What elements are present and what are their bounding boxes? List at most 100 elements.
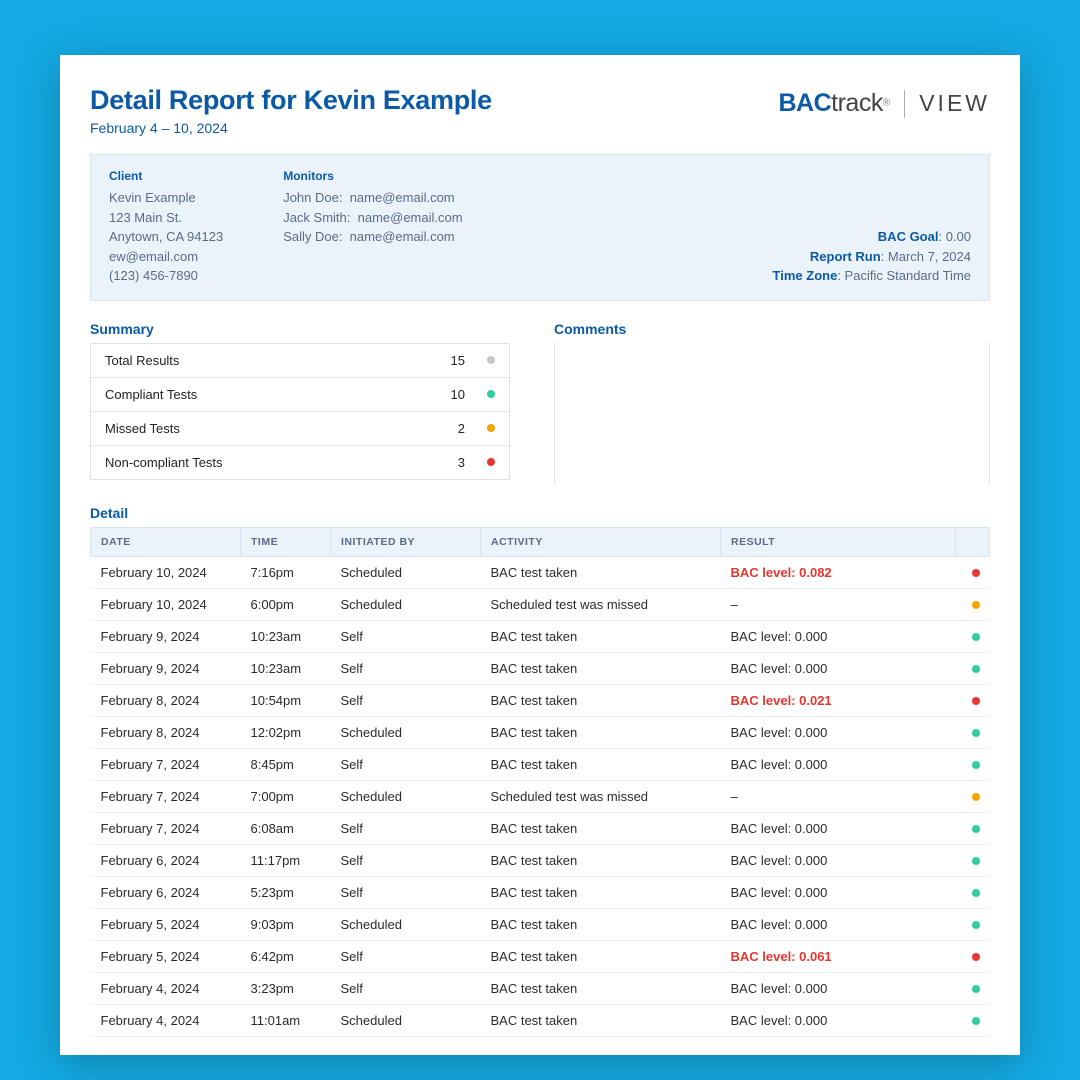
report-page: Detail Report for Kevin Example February… xyxy=(60,55,1020,1055)
detail-column-header: ACTIVITY xyxy=(481,527,721,556)
cell-time: 6:08am xyxy=(241,812,331,844)
cell-result: BAC level: 0.061 xyxy=(721,940,956,972)
client-line: (123) 456-7890 xyxy=(109,266,223,286)
status-dot-icon xyxy=(972,729,980,737)
summary-column: Summary Total Results15Compliant Tests10… xyxy=(90,321,510,483)
cell-initiated-by: Scheduled xyxy=(331,588,481,620)
table-row: February 5, 20249:03pmScheduledBAC test … xyxy=(91,908,990,940)
summary-row-label: Missed Tests xyxy=(105,421,439,436)
cell-initiated-by: Self xyxy=(331,940,481,972)
info-panel: Client Kevin Example123 Main St.Anytown,… xyxy=(90,154,990,301)
status-dot-icon xyxy=(972,633,980,641)
cell-initiated-by: Self xyxy=(331,812,481,844)
summary-row-value: 10 xyxy=(439,387,465,402)
cell-date: February 6, 2024 xyxy=(91,876,241,908)
cell-date: February 4, 2024 xyxy=(91,972,241,1004)
cell-result: BAC level: 0.082 xyxy=(721,556,956,588)
cell-status-dot xyxy=(956,908,990,940)
cell-activity: Scheduled test was missed xyxy=(481,588,721,620)
cell-status-dot xyxy=(956,620,990,652)
detail-column-header: DATE xyxy=(91,527,241,556)
cell-activity: BAC test taken xyxy=(481,876,721,908)
summary-dot-cell xyxy=(465,424,495,432)
cell-time: 6:00pm xyxy=(241,588,331,620)
info-right-line: BAC Goal: 0.00 xyxy=(773,227,971,247)
status-dot-icon xyxy=(972,697,980,705)
cell-date: February 9, 2024 xyxy=(91,652,241,684)
detail-body: February 10, 20247:16pmScheduledBAC test… xyxy=(91,556,990,1036)
cell-status-dot xyxy=(956,588,990,620)
cell-activity: BAC test taken xyxy=(481,940,721,972)
table-row: February 10, 20246:00pmScheduledSchedule… xyxy=(91,588,990,620)
table-row: February 8, 202410:54pmSelfBAC test take… xyxy=(91,684,990,716)
status-dot-icon xyxy=(487,458,495,466)
cell-result: BAC level: 0.000 xyxy=(721,1004,956,1036)
cell-result: BAC level: 0.000 xyxy=(721,620,956,652)
cell-activity: BAC test taken xyxy=(481,748,721,780)
cell-date: February 9, 2024 xyxy=(91,620,241,652)
cell-time: 3:23pm xyxy=(241,972,331,1004)
status-dot-icon xyxy=(487,390,495,398)
cell-result: BAC level: 0.000 xyxy=(721,812,956,844)
comments-box xyxy=(554,343,990,483)
detail-header-row: DATETIMEINITIATED BYACTIVITYRESULT xyxy=(91,527,990,556)
registered-icon: ® xyxy=(883,98,890,109)
comments-column: Comments xyxy=(554,321,990,483)
cell-status-dot xyxy=(956,652,990,684)
cell-time: 11:17pm xyxy=(241,844,331,876)
cell-activity: BAC test taken xyxy=(481,972,721,1004)
comments-label: Comments xyxy=(554,321,990,337)
cell-result: BAC level: 0.021 xyxy=(721,684,956,716)
brand-logo: BACtrack® VIEW xyxy=(778,89,990,118)
summary-row-value: 15 xyxy=(439,353,465,368)
summary-table: Total Results15Compliant Tests10Missed T… xyxy=(90,343,510,480)
status-dot-icon xyxy=(487,424,495,432)
summary-dot-cell xyxy=(465,458,495,466)
status-dot-icon xyxy=(972,569,980,577)
monitors-label: Monitors xyxy=(283,167,462,185)
table-row: February 5, 20246:42pmSelfBAC test taken… xyxy=(91,940,990,972)
table-row: February 4, 20243:23pmSelfBAC test taken… xyxy=(91,972,990,1004)
detail-table: DATETIMEINITIATED BYACTIVITYRESULT Febru… xyxy=(90,527,990,1037)
status-dot-icon xyxy=(972,665,980,673)
monitors-block: Monitors John Doe: name@email.comJack Sm… xyxy=(283,167,462,286)
cell-initiated-by: Self xyxy=(331,972,481,1004)
cell-status-dot xyxy=(956,844,990,876)
client-lines: Kevin Example123 Main St.Anytown, CA 941… xyxy=(109,188,223,286)
status-dot-icon xyxy=(972,985,980,993)
monitor-line: Sally Doe: name@email.com xyxy=(283,227,462,247)
cell-activity: BAC test taken xyxy=(481,1004,721,1036)
cell-result: BAC level: 0.000 xyxy=(721,972,956,1004)
table-row: February 8, 202412:02pmScheduledBAC test… xyxy=(91,716,990,748)
cell-initiated-by: Self xyxy=(331,844,481,876)
summary-row-label: Non-compliant Tests xyxy=(105,455,439,470)
cell-activity: BAC test taken xyxy=(481,684,721,716)
cell-date: February 4, 2024 xyxy=(91,1004,241,1036)
cell-time: 10:23am xyxy=(241,652,331,684)
cell-status-dot xyxy=(956,748,990,780)
cell-activity: BAC test taken xyxy=(481,716,721,748)
summary-row-value: 3 xyxy=(439,455,465,470)
cell-date: February 10, 2024 xyxy=(91,588,241,620)
cell-status-dot xyxy=(956,1004,990,1036)
cell-result: BAC level: 0.000 xyxy=(721,844,956,876)
cell-initiated-by: Scheduled xyxy=(331,1004,481,1036)
cell-result: – xyxy=(721,780,956,812)
cell-initiated-by: Self xyxy=(331,652,481,684)
summary-dot-cell xyxy=(465,390,495,398)
detail-column-header: TIME xyxy=(241,527,331,556)
status-dot-icon xyxy=(972,921,980,929)
summary-row: Total Results15 xyxy=(91,344,509,377)
client-line: 123 Main St. xyxy=(109,208,223,228)
logo-bactrack: BACtrack® xyxy=(778,89,890,118)
status-dot-icon xyxy=(972,601,980,609)
cell-time: 9:03pm xyxy=(241,908,331,940)
cell-status-dot xyxy=(956,556,990,588)
status-dot-icon xyxy=(972,857,980,865)
monitors-lines: John Doe: name@email.comJack Smith: name… xyxy=(283,188,462,247)
cell-status-dot xyxy=(956,812,990,844)
table-row: February 6, 20245:23pmSelfBAC test taken… xyxy=(91,876,990,908)
table-row: February 10, 20247:16pmScheduledBAC test… xyxy=(91,556,990,588)
cell-date: February 7, 2024 xyxy=(91,748,241,780)
cell-result: BAC level: 0.000 xyxy=(721,748,956,780)
